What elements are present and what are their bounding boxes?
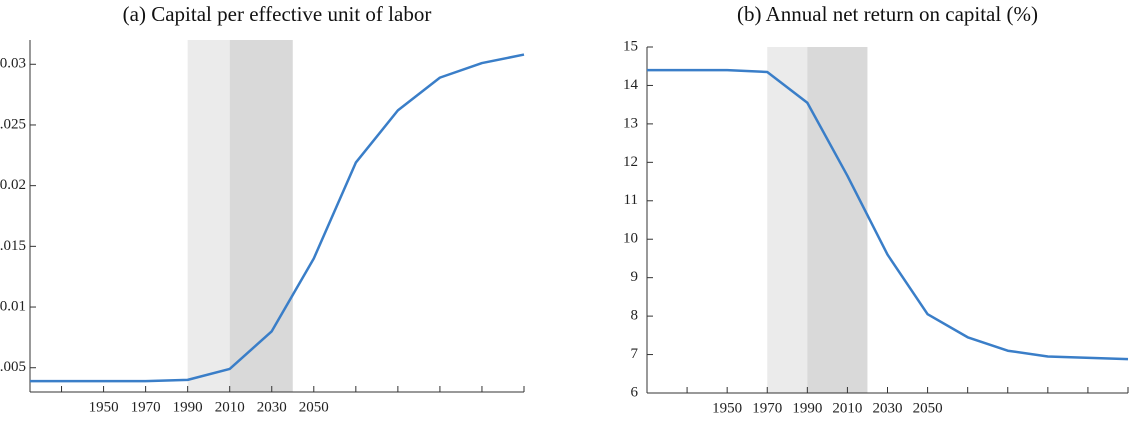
y-tick-label: 0.01 — [0, 298, 26, 314]
x-tick-label: 2030 — [873, 400, 903, 416]
y-tick-label: 0.025 — [0, 116, 26, 132]
x-tick-label: 2010 — [215, 399, 245, 415]
data-line — [647, 68, 1129, 361]
y-tick-label: 7 — [631, 346, 639, 362]
x-tick-label: 1950 — [712, 400, 742, 416]
y-tick-label: 0.03 — [0, 56, 26, 72]
y-tick-label: 0.005 — [0, 359, 26, 375]
x-tick-label: 1990 — [792, 400, 822, 416]
shaded-region — [229, 40, 293, 392]
chart-title: (a) Capital per effective unit of labor — [123, 2, 432, 26]
y-tick-label: 10 — [623, 231, 638, 247]
y-tick-label: 14 — [623, 77, 639, 93]
shaded-region — [767, 47, 808, 393]
y-tick-label: 9 — [631, 269, 639, 285]
x-tick-label: 1970 — [131, 399, 161, 415]
shaded-region — [187, 40, 230, 392]
x-tick-label: 2050 — [913, 400, 943, 416]
data-line — [30, 53, 525, 383]
shaded-region — [807, 47, 868, 393]
y-tick-label: 15 — [623, 38, 638, 54]
x-tick-label: 1970 — [752, 400, 782, 416]
x-tick-label: 1990 — [173, 399, 203, 415]
y-tick-label: 0.02 — [0, 177, 26, 193]
x-tick-label: 2010 — [832, 400, 862, 416]
y-tick-label: 6 — [631, 384, 639, 400]
chart-title: (b) Annual net return on capital (%) — [737, 2, 1038, 26]
y-tick-label: 11 — [624, 192, 638, 208]
y-tick-label: 8 — [631, 308, 639, 324]
y-tick-label: 12 — [623, 154, 638, 170]
x-tick-label: 1950 — [89, 399, 119, 415]
y-tick-label: 0.015 — [0, 238, 26, 254]
x-tick-label: 2050 — [299, 399, 329, 415]
y-tick-label: 13 — [623, 115, 638, 131]
x-tick-label: 2030 — [257, 399, 287, 415]
